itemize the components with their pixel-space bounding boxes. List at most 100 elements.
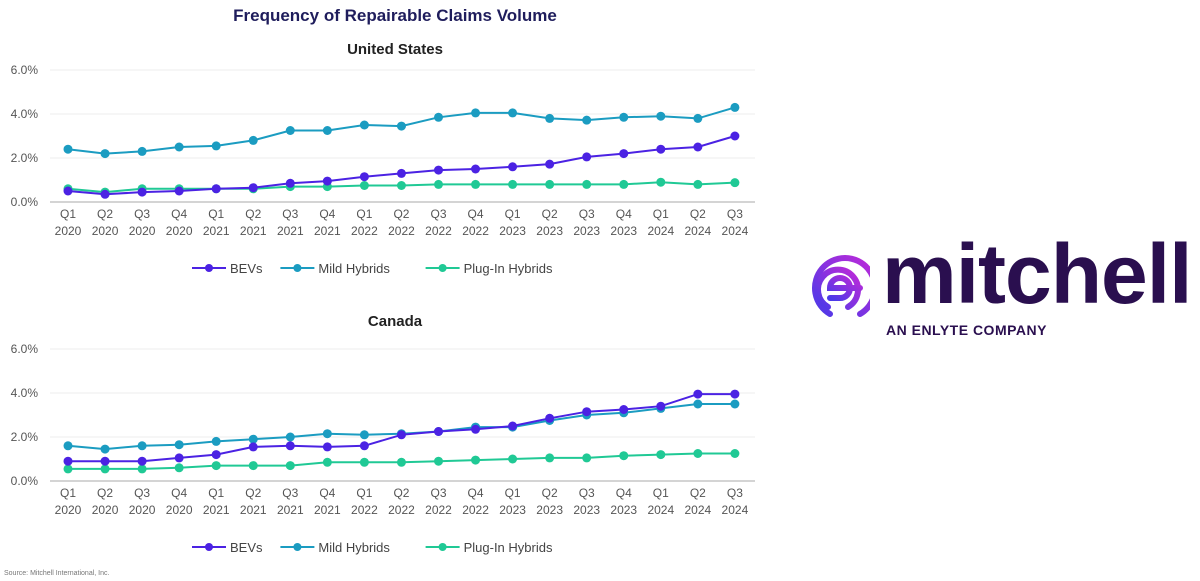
x-tick-label: 2022 <box>462 224 489 238</box>
data-point <box>471 424 481 434</box>
data-point <box>137 464 147 474</box>
data-point <box>63 441 73 451</box>
x-tick-label: 2020 <box>129 224 156 238</box>
x-tick-label: Q4 <box>171 207 187 221</box>
x-tick-label: Q2 <box>542 486 558 500</box>
x-tick-label: 2024 <box>647 503 674 517</box>
data-point <box>285 126 295 135</box>
y-tick-label: 6.0% <box>11 342 39 356</box>
x-tick-label: 2022 <box>351 224 378 238</box>
data-point <box>730 178 740 188</box>
x-tick-label: Q1 <box>356 207 372 221</box>
x-tick-label: Q3 <box>134 486 150 500</box>
legend-marker <box>438 543 447 551</box>
legend-label: BEVs <box>230 261 263 276</box>
x-tick-label: Q3 <box>579 486 595 500</box>
y-tick-label: 2.0% <box>11 151 39 165</box>
x-tick-label: Q2 <box>97 207 113 221</box>
data-point <box>730 389 740 399</box>
x-tick-label: Q4 <box>319 486 335 500</box>
x-tick-label: 2021 <box>277 224 304 238</box>
data-point <box>137 441 147 451</box>
x-tick-label: Q2 <box>690 486 706 500</box>
y-tick-label: 6.0% <box>11 63 39 77</box>
legend-label: Plug-In Hybrids <box>464 261 553 276</box>
legend-marker <box>293 543 302 551</box>
y-tick-label: 4.0% <box>11 386 39 400</box>
x-tick-label: Q1 <box>653 207 669 221</box>
data-point <box>434 179 443 189</box>
data-point <box>174 186 184 196</box>
data-point <box>619 112 629 122</box>
x-tick-label: Q3 <box>134 207 150 221</box>
x-tick-label: Q2 <box>97 486 113 500</box>
x-tick-label: 2024 <box>684 224 711 238</box>
data-point <box>471 455 481 465</box>
data-point <box>285 441 295 451</box>
data-point <box>63 186 73 196</box>
x-tick-label: 2020 <box>92 503 119 517</box>
source-note: Source: Mitchell International, Inc. <box>4 570 110 577</box>
data-point <box>174 440 184 450</box>
x-tick-label: 2021 <box>314 224 341 238</box>
data-point <box>248 183 258 193</box>
data-point <box>359 430 369 440</box>
x-tick-label: Q3 <box>430 207 446 221</box>
x-tick-label: 2021 <box>203 503 230 517</box>
legend-label: Mild Hybrids <box>318 540 390 555</box>
x-tick-label: 2020 <box>55 224 82 238</box>
x-tick-label: 2021 <box>203 224 230 238</box>
data-point <box>545 413 555 423</box>
x-tick-label: 2021 <box>240 224 267 238</box>
x-tick-label: Q4 <box>468 486 484 500</box>
x-tick-label: Q3 <box>430 486 446 500</box>
data-point <box>656 111 666 121</box>
data-point <box>508 454 518 464</box>
data-point <box>248 434 258 444</box>
data-point <box>693 179 703 189</box>
x-tick-label: 2023 <box>573 503 600 517</box>
x-tick-label: Q1 <box>356 486 372 500</box>
legend-marker <box>438 264 447 272</box>
data-point <box>693 142 703 152</box>
data-point <box>619 179 629 189</box>
data-point <box>508 162 518 172</box>
subchart-title: United States <box>347 41 443 58</box>
data-point <box>582 115 592 125</box>
data-point <box>211 436 221 446</box>
x-tick-label: 2020 <box>166 224 193 238</box>
x-tick-label: Q1 <box>505 486 521 500</box>
data-point <box>582 407 592 417</box>
data-point <box>434 165 443 175</box>
y-tick-label: 0.0% <box>11 474 39 488</box>
data-point <box>396 181 406 190</box>
data-point <box>63 144 73 154</box>
data-point <box>545 159 555 169</box>
data-point <box>508 108 518 118</box>
logo-wordmark: mitchell <box>882 227 1192 321</box>
data-point <box>100 464 110 474</box>
chart-title: Frequency of Repairable Claims Volume <box>233 6 557 25</box>
data-point <box>359 457 369 467</box>
data-point <box>359 120 369 130</box>
x-tick-label: 2020 <box>166 503 193 517</box>
data-point <box>359 441 369 451</box>
x-tick-label: 2022 <box>351 503 378 517</box>
logo-mark-icon <box>812 255 870 317</box>
data-point <box>656 450 666 460</box>
x-tick-label: Q2 <box>690 207 706 221</box>
x-tick-label: 2020 <box>92 224 119 238</box>
legend-marker <box>205 264 213 272</box>
x-tick-label: 2021 <box>240 503 267 517</box>
data-point <box>248 135 258 145</box>
x-tick-label: Q1 <box>60 207 76 221</box>
data-point <box>471 164 481 174</box>
data-point <box>730 399 740 409</box>
data-point <box>582 179 592 189</box>
x-tick-label: 2020 <box>129 503 156 517</box>
data-point <box>693 113 703 123</box>
data-point <box>434 112 443 122</box>
x-tick-label: 2023 <box>610 503 637 517</box>
data-point <box>211 450 221 460</box>
x-tick-label: Q3 <box>282 207 298 221</box>
